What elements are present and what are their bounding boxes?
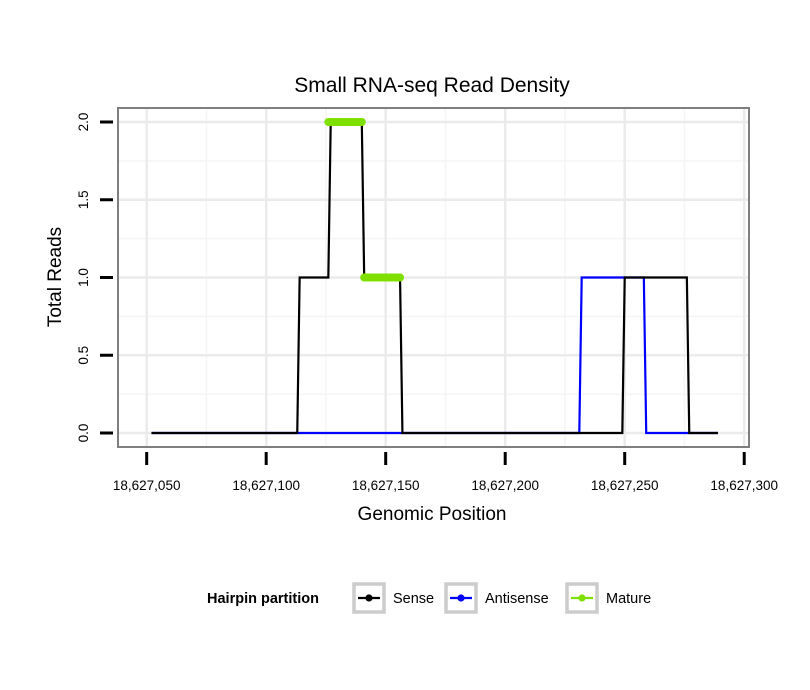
legend-key-mature <box>565 582 599 614</box>
x-tick-label: 18,627,250 <box>591 478 659 493</box>
y-axis: 0.0 0.5 1.0 1.5 2.0 <box>76 113 113 443</box>
legend-label-sense: Sense <box>393 591 434 607</box>
legend-label-mature: Mature <box>606 591 651 607</box>
legend: Hairpin partition Sense Antisense Mature <box>207 582 651 614</box>
x-tick-label: 18,627,200 <box>471 478 539 493</box>
x-tick-label: 18,627,100 <box>232 478 300 493</box>
legend-key-dot <box>578 594 586 602</box>
y-tick-label: 0.0 <box>76 424 91 443</box>
legend-key-dot <box>457 594 465 602</box>
series-layer <box>151 117 718 435</box>
x-axis-title: Genomic Position <box>358 504 507 525</box>
legend-items: Sense Antisense Mature <box>352 582 651 614</box>
y-axis-title: Total Reads <box>45 227 66 327</box>
chart-title: Small RNA-seq Read Density <box>294 74 570 97</box>
plot-panel <box>117 107 750 448</box>
legend-key-sense <box>352 582 386 614</box>
legend-title: Hairpin partition <box>207 591 319 607</box>
x-tick-label: 18,627,150 <box>352 478 420 493</box>
y-tick-label: 1.0 <box>76 268 91 287</box>
grid-layer <box>118 108 749 447</box>
plot-border <box>117 107 750 448</box>
x-tick-label: 18,627,300 <box>710 478 778 493</box>
legend-label-antisense: Antisense <box>485 591 549 607</box>
y-tick-label: 2.0 <box>76 113 91 132</box>
x-axis: 18,627,050 18,627,100 18,627,150 18,627,200… <box>113 452 778 493</box>
y-tick-label: 0.5 <box>76 346 91 365</box>
legend-key-dot <box>365 594 373 602</box>
legend-key-antisense <box>444 582 478 614</box>
x-tick-label: 18,627,050 <box>113 478 181 493</box>
series-mature <box>324 117 405 282</box>
y-tick-label: 1.5 <box>76 190 91 209</box>
